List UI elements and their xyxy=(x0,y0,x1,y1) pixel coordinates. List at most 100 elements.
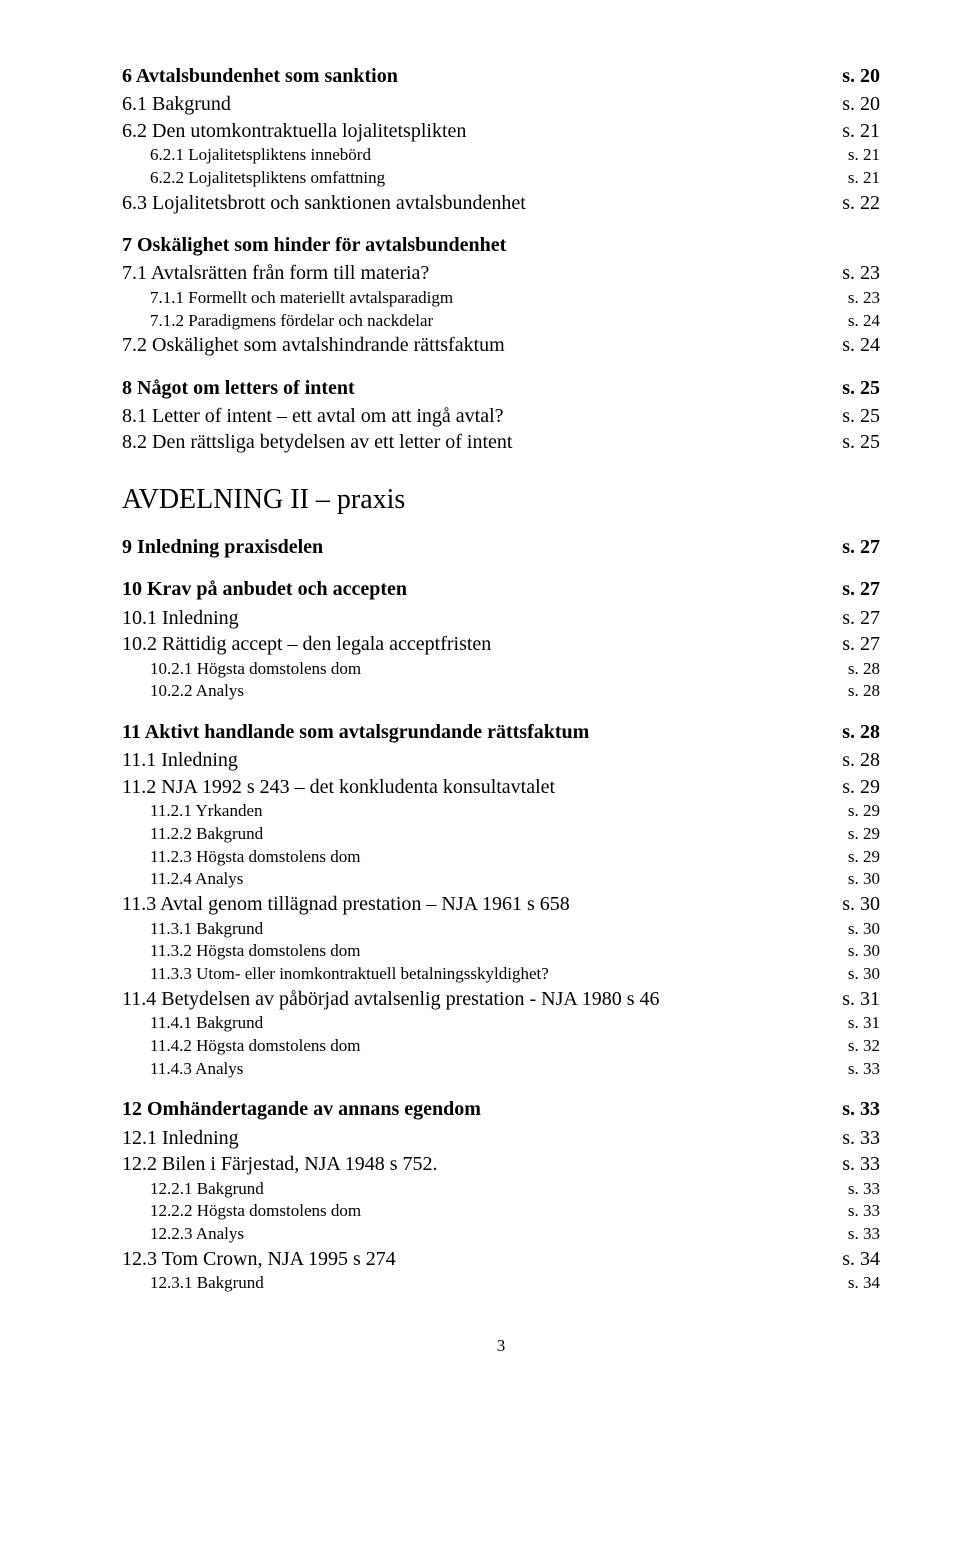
toc-label: 11.2.1 Yrkanden xyxy=(122,801,824,822)
toc-page-ref: s. 24 xyxy=(824,311,880,332)
toc-label: 11.4.1 Bakgrund xyxy=(122,1013,824,1034)
toc-page-ref: s. 30 xyxy=(818,892,880,916)
toc-page-ref: s. 21 xyxy=(824,145,880,166)
toc-label: AVDELNING II – praxis xyxy=(122,483,880,517)
toc-page-ref: s. 20 xyxy=(818,64,880,88)
toc-row: 12 Omhändertagande av annans egendoms. 3… xyxy=(122,1097,880,1121)
toc-row: 12.2 Bilen i Färjestad, NJA 1948 s 752.s… xyxy=(122,1152,880,1176)
toc-label: 6.1 Bakgrund xyxy=(122,92,818,116)
table-of-contents: 6 Avtalsbundenhet som sanktions. 206.1 B… xyxy=(122,64,880,1294)
toc-page-ref: s. 25 xyxy=(818,376,880,400)
toc-page-ref: s. 24 xyxy=(818,333,880,357)
toc-label: 7 Oskälighet som hinder för avtalsbunden… xyxy=(122,233,880,257)
toc-page-ref: s. 29 xyxy=(824,824,880,845)
toc-page-ref: s. 21 xyxy=(818,119,880,143)
toc-row: 7.2 Oskälighet som avtalshindrande rätts… xyxy=(122,333,880,357)
toc-page-ref: s. 27 xyxy=(818,577,880,601)
toc-row: 11.2 NJA 1992 s 243 – det konkludenta ko… xyxy=(122,775,880,799)
toc-label: 11.4.3 Analys xyxy=(122,1059,824,1080)
toc-label: 10.2 Rättidig accept – den legala accept… xyxy=(122,632,818,656)
toc-page-ref: s. 21 xyxy=(824,168,880,189)
toc-row: 6.2.1 Lojalitetspliktens innebörds. 21 xyxy=(122,145,880,166)
toc-row: 8.1 Letter of intent – ett avtal om att … xyxy=(122,404,880,428)
toc-label: 8.1 Letter of intent – ett avtal om att … xyxy=(122,404,818,428)
toc-label: 6.2.1 Lojalitetspliktens innebörd xyxy=(122,145,824,166)
toc-row: 12.2.1 Bakgrunds. 33 xyxy=(122,1179,880,1200)
toc-label: 8.2 Den rättsliga betydelsen av ett lett… xyxy=(122,430,818,454)
toc-label: 10 Krav på anbudet och accepten xyxy=(122,577,818,601)
toc-row: 8.2 Den rättsliga betydelsen av ett lett… xyxy=(122,430,880,454)
toc-row: 10.1 Inlednings. 27 xyxy=(122,606,880,630)
toc-page-ref: s. 30 xyxy=(824,964,880,985)
toc-label: 10.1 Inledning xyxy=(122,606,818,630)
toc-label: 11.4 Betydelsen av påbörjad avtalsenlig … xyxy=(122,987,818,1011)
toc-row: 11 Aktivt handlande som avtalsgrundande … xyxy=(122,720,880,744)
toc-label: 11.3.3 Utom- eller inomkontraktuell beta… xyxy=(122,964,824,985)
toc-row: 11.2.3 Högsta domstolens doms. 29 xyxy=(122,847,880,868)
toc-page-ref: s. 28 xyxy=(824,659,880,680)
toc-label: 11.3.2 Högsta domstolens dom xyxy=(122,941,824,962)
toc-page-ref: s. 33 xyxy=(818,1097,880,1121)
toc-row: 12.1 Inlednings. 33 xyxy=(122,1126,880,1150)
toc-page-ref: s. 32 xyxy=(824,1036,880,1057)
toc-label: 7.1.2 Paradigmens fördelar och nackdelar xyxy=(122,311,824,332)
toc-page-ref: s. 29 xyxy=(824,847,880,868)
toc-label: 6.2 Den utomkontraktuella lojalitetsplik… xyxy=(122,119,818,143)
toc-page-ref: s. 33 xyxy=(824,1179,880,1200)
toc-row: 11.4.1 Bakgrunds. 31 xyxy=(122,1013,880,1034)
page-number: 3 xyxy=(122,1336,880,1357)
toc-page-ref: s. 28 xyxy=(824,681,880,702)
toc-row: 10 Krav på anbudet och acceptens. 27 xyxy=(122,577,880,601)
toc-label: 11.4.2 Högsta domstolens dom xyxy=(122,1036,824,1057)
toc-label: 12.3.1 Bakgrund xyxy=(122,1273,824,1294)
toc-row: 11.1 Inlednings. 28 xyxy=(122,748,880,772)
toc-page-ref: s. 29 xyxy=(824,801,880,822)
toc-page-ref: s. 28 xyxy=(818,720,880,744)
toc-page-ref: s. 33 xyxy=(824,1224,880,1245)
toc-page-ref: s. 25 xyxy=(818,430,880,454)
toc-page-ref: s. 33 xyxy=(818,1152,880,1176)
toc-label: 12.2.2 Högsta domstolens dom xyxy=(122,1201,824,1222)
toc-label: 11.1 Inledning xyxy=(122,748,818,772)
toc-label: 8 Något om letters of intent xyxy=(122,376,818,400)
toc-page-ref: s. 30 xyxy=(824,919,880,940)
toc-label: 10.2.2 Analys xyxy=(122,681,824,702)
toc-row: 11.4 Betydelsen av påbörjad avtalsenlig … xyxy=(122,987,880,1011)
toc-row: 7.1.2 Paradigmens fördelar och nackdelar… xyxy=(122,311,880,332)
toc-page-ref: s. 25 xyxy=(818,404,880,428)
toc-row: 11.3.3 Utom- eller inomkontraktuell beta… xyxy=(122,964,880,985)
toc-label: 6.3 Lojalitetsbrott och sanktionen avtal… xyxy=(122,191,818,215)
toc-row: 7.1 Avtalsrätten från form till materia?… xyxy=(122,261,880,285)
toc-row: 12.3 Tom Crown, NJA 1995 s 274s. 34 xyxy=(122,1247,880,1271)
toc-row: 12.2.3 Analyss. 33 xyxy=(122,1224,880,1245)
toc-label: 11.2 NJA 1992 s 243 – det konkludenta ko… xyxy=(122,775,818,799)
toc-label: 7.1.1 Formellt och materiellt avtalspara… xyxy=(122,288,824,309)
toc-label: 7.2 Oskälighet som avtalshindrande rätts… xyxy=(122,333,818,357)
toc-row: 10.2 Rättidig accept – den legala accept… xyxy=(122,632,880,656)
toc-row: 11.2.1 Yrkandens. 29 xyxy=(122,801,880,822)
toc-row: 6.2 Den utomkontraktuella lojalitetsplik… xyxy=(122,119,880,143)
toc-row: 11.3 Avtal genom tillägnad prestation – … xyxy=(122,892,880,916)
toc-label: 11.2.2 Bakgrund xyxy=(122,824,824,845)
toc-label: 12.1 Inledning xyxy=(122,1126,818,1150)
toc-row: 9 Inledning praxisdelens. 27 xyxy=(122,535,880,559)
toc-label: 12.2 Bilen i Färjestad, NJA 1948 s 752. xyxy=(122,1152,818,1176)
toc-page-ref: s. 20 xyxy=(818,92,880,116)
toc-row: 7 Oskälighet som hinder för avtalsbunden… xyxy=(122,233,880,257)
toc-label: 11.3 Avtal genom tillägnad prestation – … xyxy=(122,892,818,916)
toc-label: 11.2.3 Högsta domstolens dom xyxy=(122,847,824,868)
toc-row: 11.4.2 Högsta domstolens doms. 32 xyxy=(122,1036,880,1057)
toc-page-ref: s. 33 xyxy=(824,1059,880,1080)
toc-label: 10.2.1 Högsta domstolens dom xyxy=(122,659,824,680)
toc-row: 11.4.3 Analyss. 33 xyxy=(122,1059,880,1080)
toc-row: 10.2.2 Analyss. 28 xyxy=(122,681,880,702)
toc-page-ref: s. 27 xyxy=(818,632,880,656)
toc-row: 8 Något om letters of intents. 25 xyxy=(122,376,880,400)
toc-page-ref: s. 22 xyxy=(818,191,880,215)
toc-page-ref: s. 33 xyxy=(818,1126,880,1150)
toc-row: 12.2.2 Högsta domstolens doms. 33 xyxy=(122,1201,880,1222)
toc-page-ref: s. 30 xyxy=(824,869,880,890)
toc-row: 11.3.2 Högsta domstolens doms. 30 xyxy=(122,941,880,962)
toc-label: 7.1 Avtalsrätten från form till materia? xyxy=(122,261,818,285)
toc-row: 11.3.1 Bakgrunds. 30 xyxy=(122,919,880,940)
